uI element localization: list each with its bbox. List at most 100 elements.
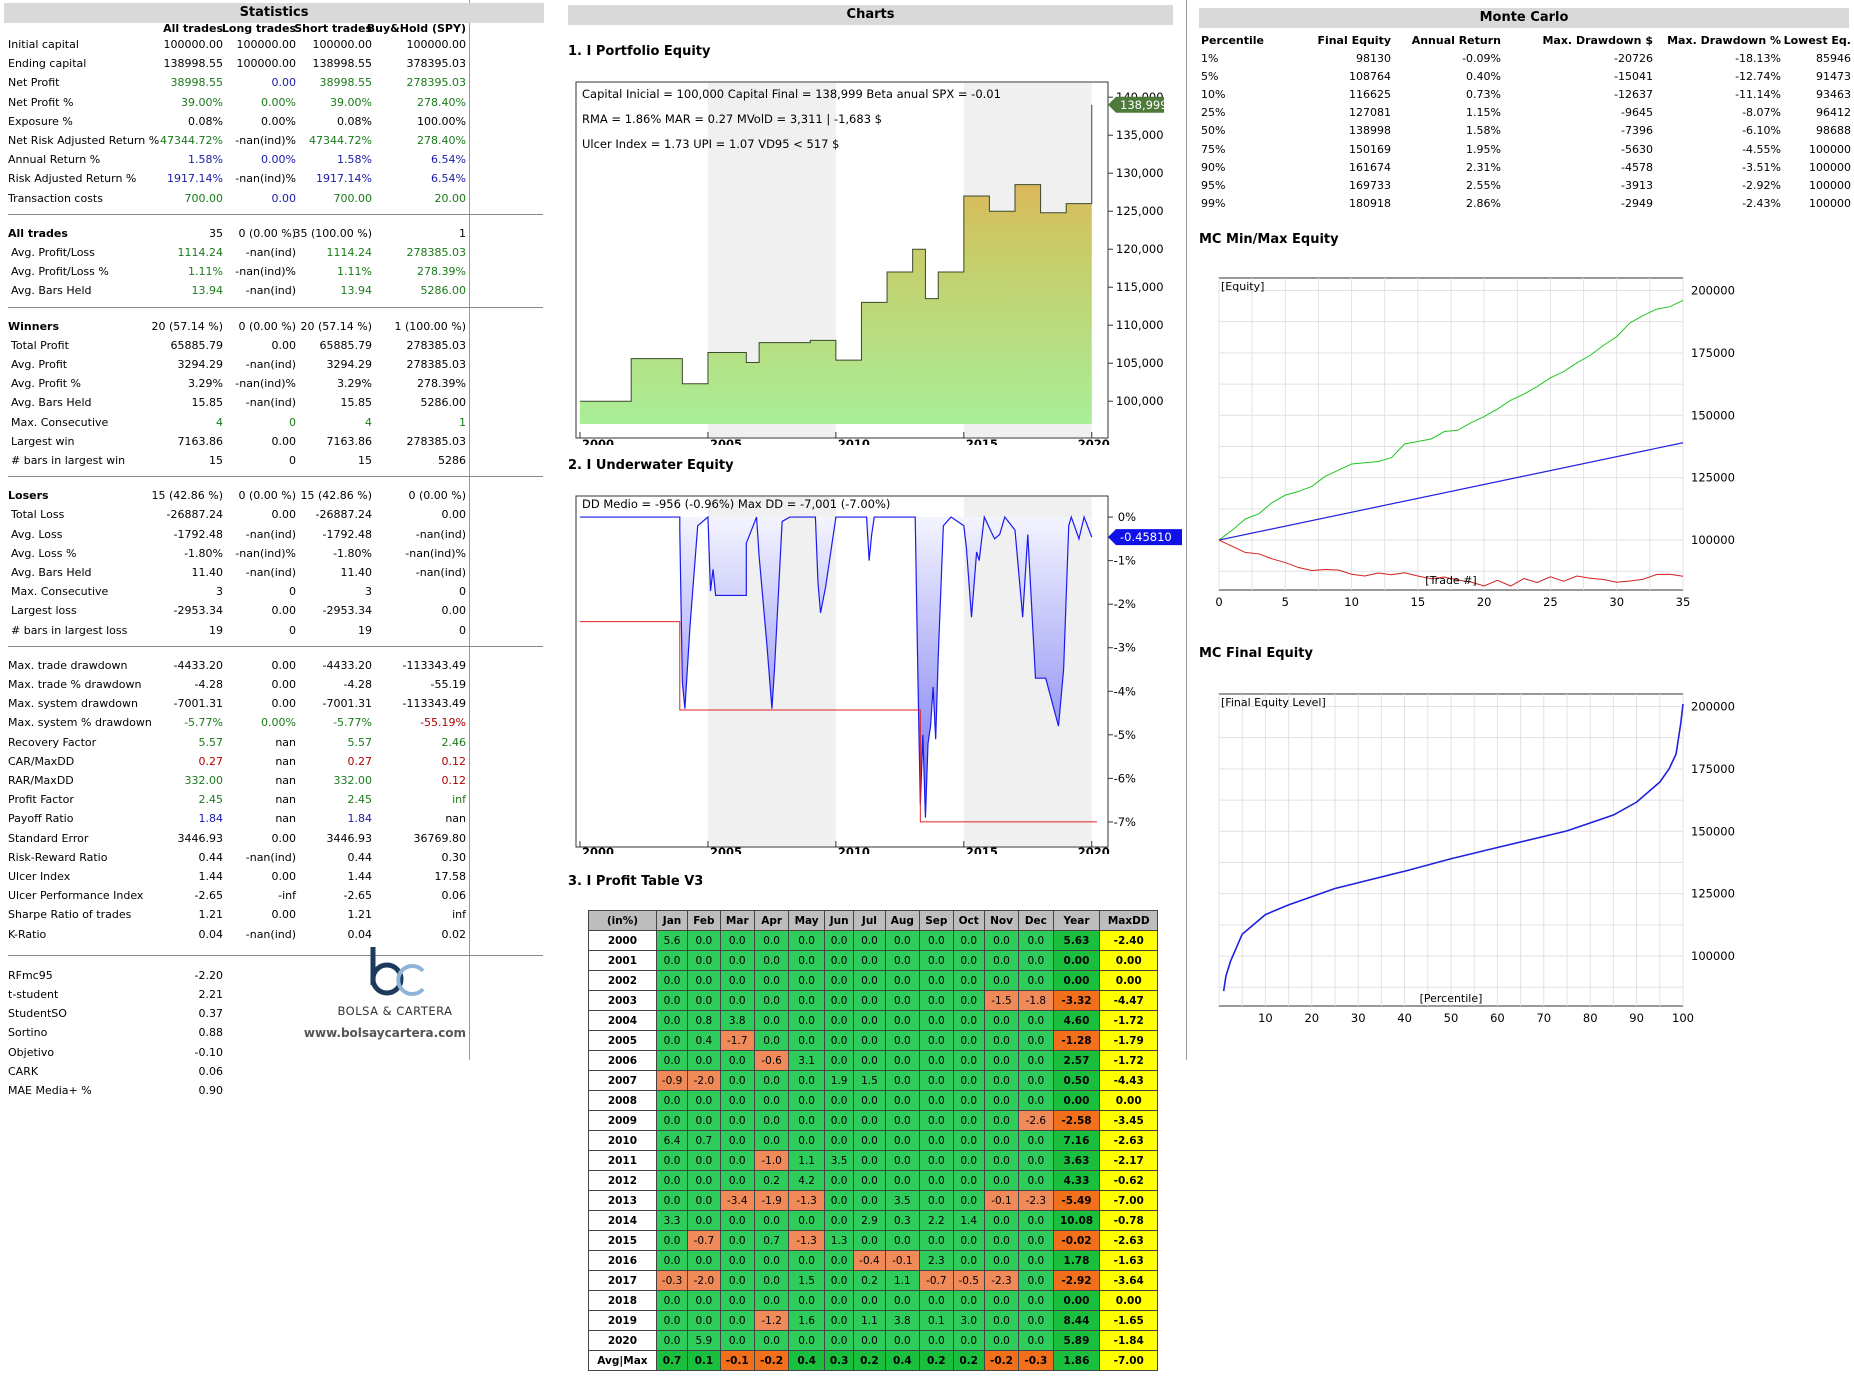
stats-value: 4: [216, 415, 223, 429]
profit-cell: 0.0: [853, 1010, 886, 1031]
profit-cell: 0.0: [1018, 1310, 1054, 1331]
logo-url[interactable]: www.bolsaycartera.com: [303, 1026, 467, 1040]
profit-cell: 0.00: [1052, 1290, 1101, 1311]
profit-cell: 0.8: [687, 1010, 721, 1031]
profit-cell: -1.8: [1018, 990, 1054, 1011]
stats-row: Winners 20 (57.14 %) 0 (0.00 %) 20 (57.14 %…: [8, 318, 543, 336]
x-tick-label: 2020: [1078, 845, 1110, 854]
profit-row: 2013 0.0 0.0 -3.4 -1.9 -1.3 0.0 0.0 3.5 0.0 0.0 -0.…: [588, 1190, 1158, 1211]
x-tick-label: 90: [1629, 1011, 1644, 1025]
stats-value: 0.00: [441, 508, 467, 522]
profit-cell: 0.0: [952, 1130, 985, 1151]
mc-cell: 138998: [1349, 124, 1391, 138]
x-tick-label: 2015: [966, 437, 998, 445]
profit-cell: 2012: [588, 1170, 657, 1191]
stats-value: -nan(ind)%: [235, 546, 296, 560]
y-tick-label: 125,000: [1116, 204, 1164, 218]
profit-cell: 0.0: [788, 1130, 825, 1151]
y-tick-label: 200000: [1691, 699, 1735, 713]
stats-label: Winners: [8, 319, 59, 333]
mc-cell: 98130: [1356, 52, 1391, 65]
stats-value: 278395.03: [406, 76, 467, 90]
stats-value: -1.80%: [333, 546, 372, 560]
stats-separator: [8, 306, 543, 308]
stats-value: 38998.55: [319, 76, 373, 90]
profit-cell: 0.2: [853, 1270, 886, 1291]
stats-value: -113343.49: [402, 658, 466, 672]
profit-row: 2009 0.0 0.0 0.0 0.0 0.0 0.0 0.0 0.0 0.0 0.0 0.0 -2.…: [588, 1110, 1158, 1131]
profit-cell: 1.5: [853, 1070, 886, 1091]
profit-cell: 0.0: [983, 1290, 1020, 1311]
stats-value: 6.54%: [431, 153, 466, 167]
profit-cell: 0.00: [1099, 950, 1158, 971]
stats-header-row: All trades Long trades Short trades Buy&Hol…: [8, 20, 543, 38]
mc-cell: 95%: [1201, 178, 1226, 192]
x-tick-label: 5: [1282, 595, 1289, 609]
x-axis-label: [Percentile]: [1420, 992, 1483, 1005]
stats-value: 7163.86: [177, 434, 224, 448]
profit-cell: 0.0: [687, 1050, 721, 1071]
profit-cell: -5.49: [1052, 1190, 1101, 1211]
stats-value: 11.40: [191, 566, 224, 579]
mc-cell: 1.95%: [1466, 142, 1501, 156]
mc-cell: -5630: [1621, 142, 1653, 156]
stats-value: 6.54%: [431, 172, 466, 186]
x-tick-label: 35: [1676, 595, 1691, 609]
profit-cell: 0.0: [1018, 1150, 1054, 1171]
mc-cell: -2.92%: [1742, 178, 1781, 192]
profit-cell: 0.0: [853, 1110, 886, 1131]
profit-cell: 0.0: [719, 1170, 755, 1191]
profit-cell: 0.4: [788, 1350, 825, 1371]
stats-value: 0.12: [441, 754, 467, 768]
mc-cell: 100000: [1809, 160, 1851, 174]
profit-header-cell: Jun: [823, 910, 855, 931]
profit-cell: -1.79: [1099, 1030, 1158, 1051]
profit-cell: 0.0: [719, 1150, 755, 1171]
profit-cell: 0.0: [884, 990, 921, 1011]
profit-header-cell: Year: [1052, 910, 1101, 931]
legend-text: [Equity]: [1221, 280, 1264, 293]
stats-label: StudentSO: [8, 1007, 67, 1021]
mc-cell: 75%: [1201, 142, 1226, 156]
mc-cell: -20726: [1614, 52, 1653, 65]
profit-cell: 0.0: [853, 1090, 886, 1111]
profit-cell: -0.62: [1099, 1170, 1158, 1191]
profit-cell: 6.4: [655, 1130, 689, 1151]
profit-cell: 0.0: [952, 990, 985, 1011]
series-min-line: [1218, 539, 1684, 587]
statistics-pane: Statistics All trades Long trades Short tr…: [0, 0, 544, 1097]
mc-row: 10% 116625 0.73% -12637 -11.14% 93463: [1201, 86, 1851, 104]
profit-row: 2000 5.6 0.0 0.0 0.0 0.0 0.0 0.0 0.0 0.0 0.0 0.0 0.0…: [588, 930, 1158, 951]
profit-header-row: (in%) Jan Feb Mar Apr May Jun Jul Aug Sep Oct Nov De…: [588, 910, 1158, 931]
profit-cell: -1.7: [719, 1030, 755, 1051]
profit-cell: 0.0: [655, 970, 689, 991]
profit-row: 2006 0.0 0.0 0.0 -0.6 3.1 0.0 0.0 0.0 0.0 0.0 0.0 0.…: [588, 1050, 1158, 1071]
stats-value: 0: [289, 623, 296, 637]
stats-value: 15.85: [340, 396, 373, 410]
stats-row: # bars in largest loss 19 0 19 0: [8, 622, 543, 640]
profit-row: 2017 -0.3 -2.0 0.0 0.0 1.5 0.0 0.2 1.1 -0.7 -0.5 -2…: [588, 1270, 1158, 1291]
stats-value: 278.40%: [417, 134, 466, 147]
stats-value: -nan(ind)%: [235, 172, 296, 186]
profit-cell: 2.3: [919, 1250, 954, 1271]
x-tick-label: 2010: [838, 845, 870, 854]
stats-row: Avg. Profit/Loss 1114.24 -nan(ind) 1114.24 2…: [8, 244, 543, 262]
stats-value: -2.65: [194, 889, 223, 903]
stats-label: All trades: [8, 226, 68, 240]
profit-cell: 0.0: [719, 1070, 755, 1091]
stats-value: 0 (0.00 %): [408, 489, 466, 503]
stats-row: Net Profit 38998.55 0.00 38998.55 278395.03: [8, 74, 543, 92]
profit-cell: 0.0: [952, 1150, 985, 1171]
profit-cell: 0.0: [884, 1070, 921, 1091]
profit-cell: 4.60: [1052, 1010, 1101, 1031]
stats-value: 0: [459, 623, 466, 637]
stats-value: -nan(ind): [245, 927, 296, 941]
stats-row: Total Profit 65885.79 0.00 65885.79 278385.0…: [8, 337, 543, 355]
profit-cell: 0.0: [884, 1090, 921, 1111]
stats-value: -nan(ind)%: [405, 546, 466, 560]
profit-cell: 0.0: [687, 1210, 721, 1231]
stats-value: 0 (0.00 %): [238, 319, 296, 333]
stats-label: Recovery Factor: [8, 735, 97, 749]
profit-cell: 0.0: [687, 1250, 721, 1271]
max-drawdown-line: [580, 621, 1097, 823]
